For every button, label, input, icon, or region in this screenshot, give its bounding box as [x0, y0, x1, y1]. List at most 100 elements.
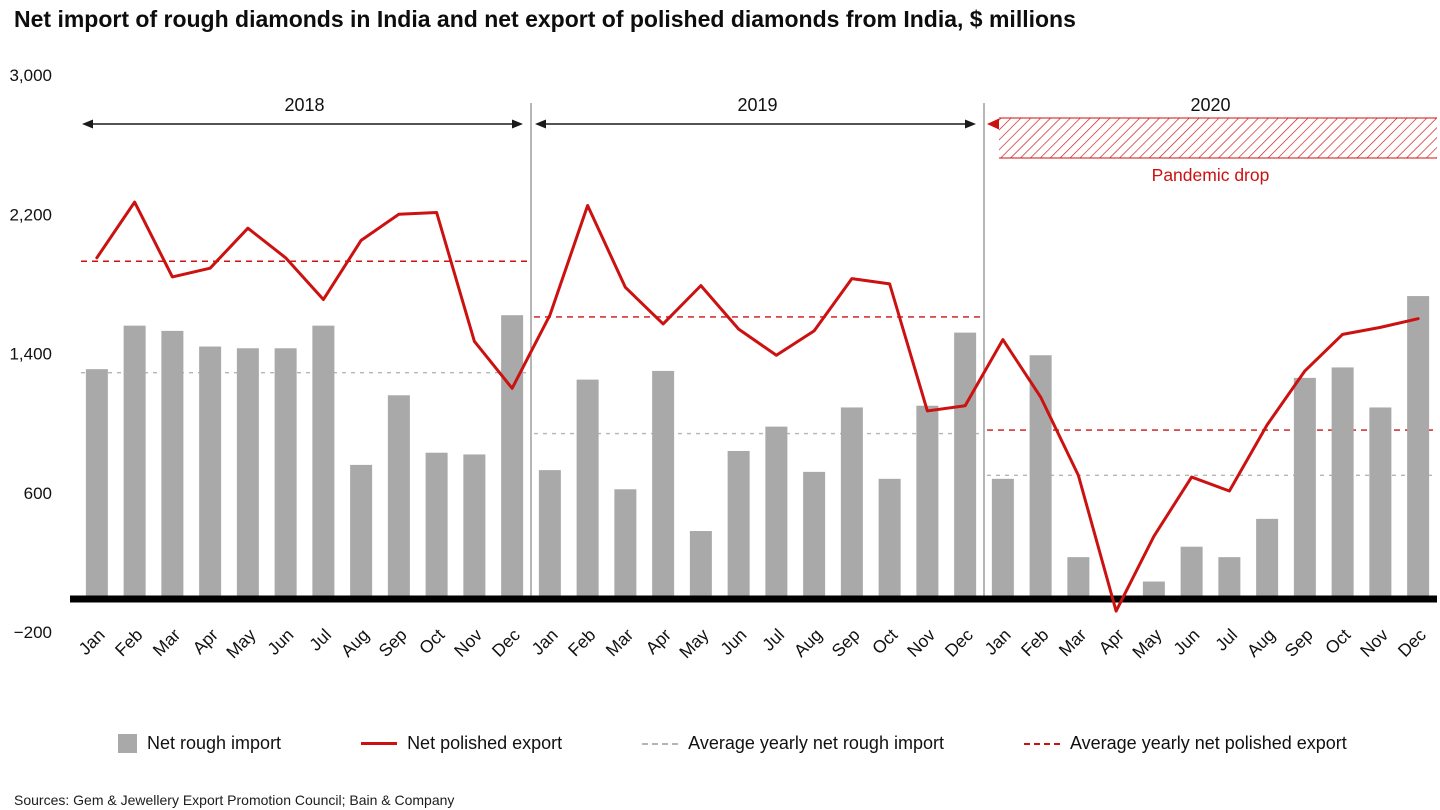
bar: [501, 315, 524, 598]
bar: [1142, 581, 1165, 598]
month-label: Aug: [790, 625, 826, 661]
month-label: Feb: [111, 625, 146, 660]
y-axis-labels: 3,000 2,200 1,400 600 −200: [9, 66, 52, 642]
line-swatch-icon: [361, 742, 398, 745]
pandemic-arrow-left-icon: [987, 118, 999, 130]
year-label: 2018: [284, 95, 324, 115]
month-label: May: [1128, 625, 1166, 663]
bar: [1369, 407, 1392, 598]
bars-2019: [538, 332, 977, 598]
bar: [614, 489, 637, 598]
x-axis-labels: Jan Feb Mar Apr May Jun Jul Aug Sep Oct Nov Dec Jan F…: [75, 625, 1431, 663]
month-label: Mar: [1055, 625, 1091, 661]
bar: [916, 405, 939, 598]
month-label: Oct: [868, 625, 901, 658]
month-label: Oct: [415, 625, 448, 658]
month-label: Dec: [488, 625, 524, 661]
arrow-left-icon: [82, 119, 93, 129]
month-label: Jul: [758, 625, 788, 655]
month-label: Feb: [564, 625, 599, 660]
month-label: Apr: [642, 625, 676, 659]
bar: [1218, 557, 1241, 598]
bar: [689, 531, 712, 598]
y-tick-label: 1,400: [9, 345, 52, 364]
month-label: Jun: [716, 625, 750, 659]
bar: [236, 348, 259, 598]
month-label: May: [222, 625, 260, 663]
bar: [161, 330, 184, 598]
bar: [991, 478, 1014, 598]
month-label: Oct: [1321, 625, 1354, 658]
legend-item-polished-export: Net polished export: [361, 733, 562, 754]
month-label: Dec: [941, 625, 977, 661]
month-label: Nov: [1356, 625, 1392, 661]
month-label: Jun: [263, 625, 297, 659]
polished-export-line: [95, 200, 1420, 613]
month-label: Jul: [1211, 625, 1241, 655]
legend-item-avg-rough-import: Average yearly net rough import: [642, 733, 944, 754]
month-label: Jan: [981, 625, 1015, 659]
bar: [538, 470, 561, 598]
month-label: Sep: [375, 625, 411, 661]
chart-title: Net import of rough diamonds in India an…: [14, 6, 1076, 32]
year-label: 2020: [1190, 95, 1230, 115]
legend-label-polished-export: Net polished export: [407, 733, 563, 753]
bar: [1029, 355, 1052, 598]
month-label: Nov: [903, 625, 939, 661]
red-dashed-swatch-icon: [1023, 742, 1060, 745]
month-label: Mar: [602, 625, 638, 661]
month-label: Jan: [528, 625, 562, 659]
legend-item-rough-import: Net rough import: [118, 733, 281, 754]
month-label: Nov: [450, 625, 486, 661]
bar: [463, 454, 486, 598]
bars-2020: [991, 296, 1430, 598]
bar: [652, 370, 675, 598]
bar: [1331, 367, 1354, 598]
month-label: Jul: [305, 625, 335, 655]
y-tick-label: 3,000: [9, 66, 52, 85]
y-tick-label: −200: [14, 623, 52, 642]
legend: Net rough import Net polished export Ave…: [118, 733, 1347, 754]
legend-label-avg-polished-export: Average yearly net polished export: [1069, 733, 1347, 753]
y-tick-label: 600: [24, 484, 52, 503]
pandemic-hatch-band: [999, 118, 1437, 158]
bar: [425, 452, 448, 598]
y-tick-label: 2,200: [9, 205, 52, 224]
month-label: Sep: [1281, 625, 1317, 661]
month-label: Mar: [149, 625, 185, 661]
x-axis-baseline: [70, 595, 1437, 603]
bar: [350, 464, 373, 598]
bar: [312, 325, 335, 598]
source-note: Sources: Gem & Jewellery Export Promotio…: [14, 792, 455, 808]
bar-swatch-icon: [118, 734, 137, 753]
month-label: May: [675, 625, 713, 663]
arrow-right-icon: [965, 119, 976, 129]
bar: [878, 478, 901, 598]
month-label: Jan: [75, 625, 109, 659]
bar: [803, 471, 826, 598]
month-label: Jun: [1169, 625, 1203, 659]
bar: [840, 407, 863, 598]
bar: [123, 325, 146, 598]
legend-item-avg-polished-export: Average yearly net polished export: [1023, 733, 1347, 754]
bar: [1067, 557, 1090, 598]
month-label: Apr: [1095, 625, 1129, 659]
legend-label-avg-rough-import: Average yearly net rough import: [688, 733, 944, 753]
bar: [85, 369, 108, 598]
month-label: Aug: [1243, 625, 1279, 661]
bar: [954, 332, 977, 598]
arrow-right-icon: [512, 119, 523, 129]
bar: [1293, 377, 1316, 598]
legend-label-rough-import: Net rough import: [147, 733, 282, 753]
bars-2018: [85, 315, 524, 598]
month-label: Aug: [337, 625, 373, 661]
bar: [199, 346, 222, 598]
month-label: Apr: [189, 625, 223, 659]
month-label: Sep: [828, 625, 864, 661]
month-label: Feb: [1017, 625, 1052, 660]
bar: [1180, 546, 1203, 598]
bar: [576, 379, 599, 598]
year-label: 2019: [737, 95, 777, 115]
